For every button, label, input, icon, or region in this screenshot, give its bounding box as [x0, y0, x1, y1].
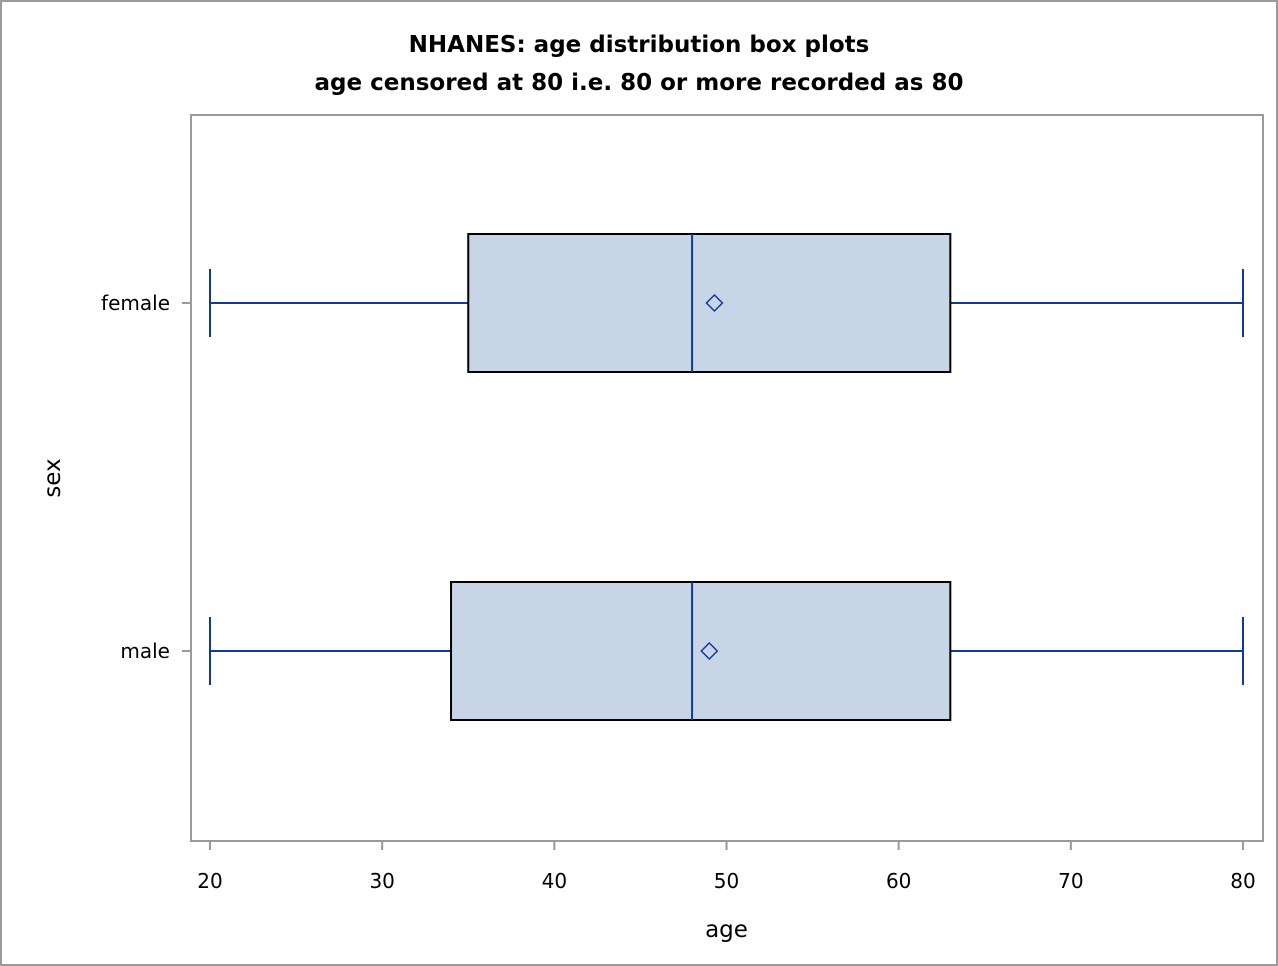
- chart-subtitle: age censored at 80 i.e. 80 or more recor…: [314, 70, 964, 96]
- x-tick-label: 40: [542, 869, 567, 893]
- x-tick-label: 50: [714, 869, 739, 893]
- plot-area-border: [190, 114, 1264, 842]
- y-tick-label-female: female: [101, 291, 170, 315]
- x-axis-title: age: [705, 917, 748, 943]
- box-iqr-female: [467, 233, 952, 373]
- mean-marker-female: [705, 293, 724, 313]
- x-tick-label: 20: [197, 869, 222, 893]
- x-tick-label: 30: [369, 869, 394, 893]
- x-tick-label: 60: [886, 869, 911, 893]
- mean-marker-male: [700, 641, 719, 661]
- x-tick-label: 70: [1058, 869, 1083, 893]
- x-tick-label: 80: [1230, 869, 1255, 893]
- chart-title: NHANES: age distribution box plots: [408, 32, 870, 58]
- y-axis-title: sex: [40, 458, 66, 497]
- y-tick-label-male: male: [120, 639, 170, 663]
